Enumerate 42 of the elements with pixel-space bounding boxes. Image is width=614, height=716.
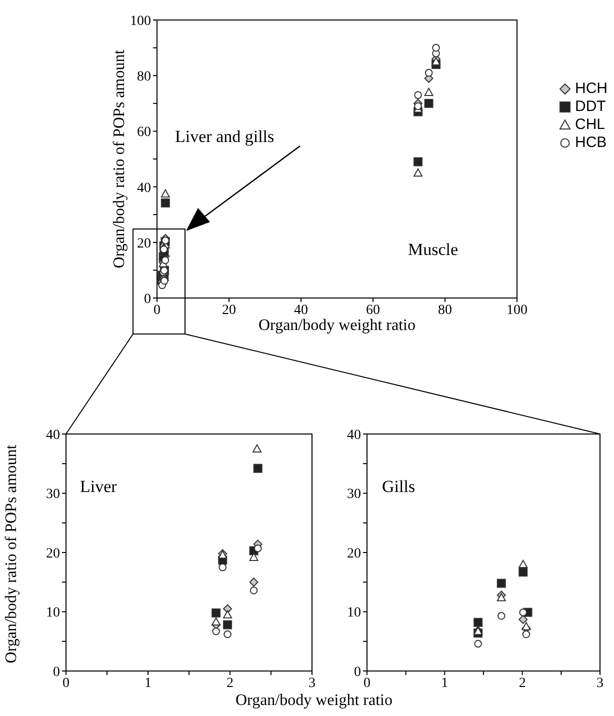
- x-tick-label: 3: [596, 676, 604, 691]
- y-tick-label: 0: [53, 664, 60, 680]
- y-tick-label: 20: [347, 546, 361, 562]
- legend-label: HCB: [575, 134, 607, 152]
- x-tick-label: 0: [364, 676, 370, 691]
- y-axis-title: Organ/body ratio of POPs amount: [111, 48, 129, 270]
- x-tick-label: 80: [438, 302, 452, 318]
- legend-label: DDT: [575, 98, 606, 116]
- x-axis-title: Organ/body weight ratio: [234, 692, 394, 710]
- x-tick-label: 3: [308, 676, 316, 691]
- x-tick-label: 1: [441, 676, 448, 691]
- y-tick-label: 30: [347, 487, 361, 502]
- annotation: Liver: [80, 477, 117, 497]
- x-tick-label: 100: [506, 302, 528, 318]
- annotation: Liver and gills: [175, 127, 274, 147]
- x-tick-label: 0: [154, 302, 160, 318]
- y-axis-title: Organ/body ratio of POPs amount: [3, 444, 21, 666]
- x-axis-title: Organ/body weight ratio: [257, 317, 416, 335]
- x-tick-label: 40: [294, 302, 308, 318]
- y-tick-label: 80: [137, 70, 151, 85]
- y-tick-label: 20: [46, 546, 60, 562]
- y-tick-label: 60: [137, 125, 151, 140]
- x-tick-label: 60: [366, 302, 380, 318]
- y-tick-label: 40: [137, 180, 151, 196]
- annotation: Muscle: [408, 240, 458, 260]
- y-tick-label: 40: [46, 428, 60, 443]
- annotation: Gills: [382, 477, 416, 497]
- y-tick-label: 0: [144, 292, 151, 307]
- y-tick-label: 100: [130, 14, 151, 29]
- y-tick-label: 40: [347, 428, 361, 443]
- x-tick-label: 20: [222, 302, 236, 318]
- x-tick-label: 1: [144, 676, 152, 691]
- x-tick-label: 2: [518, 676, 526, 691]
- x-tick-label: 0: [62, 676, 70, 691]
- y-tick-label: 10: [347, 606, 361, 621]
- y-tick-label: 0: [354, 664, 361, 680]
- y-tick-label: 20: [137, 236, 151, 252]
- legend-label: HCH: [575, 80, 608, 98]
- y-tick-label: 30: [46, 487, 60, 502]
- y-tick-label: 10: [46, 606, 60, 621]
- legend-label: CHL: [575, 116, 606, 134]
- x-tick-label: 2: [226, 676, 234, 691]
